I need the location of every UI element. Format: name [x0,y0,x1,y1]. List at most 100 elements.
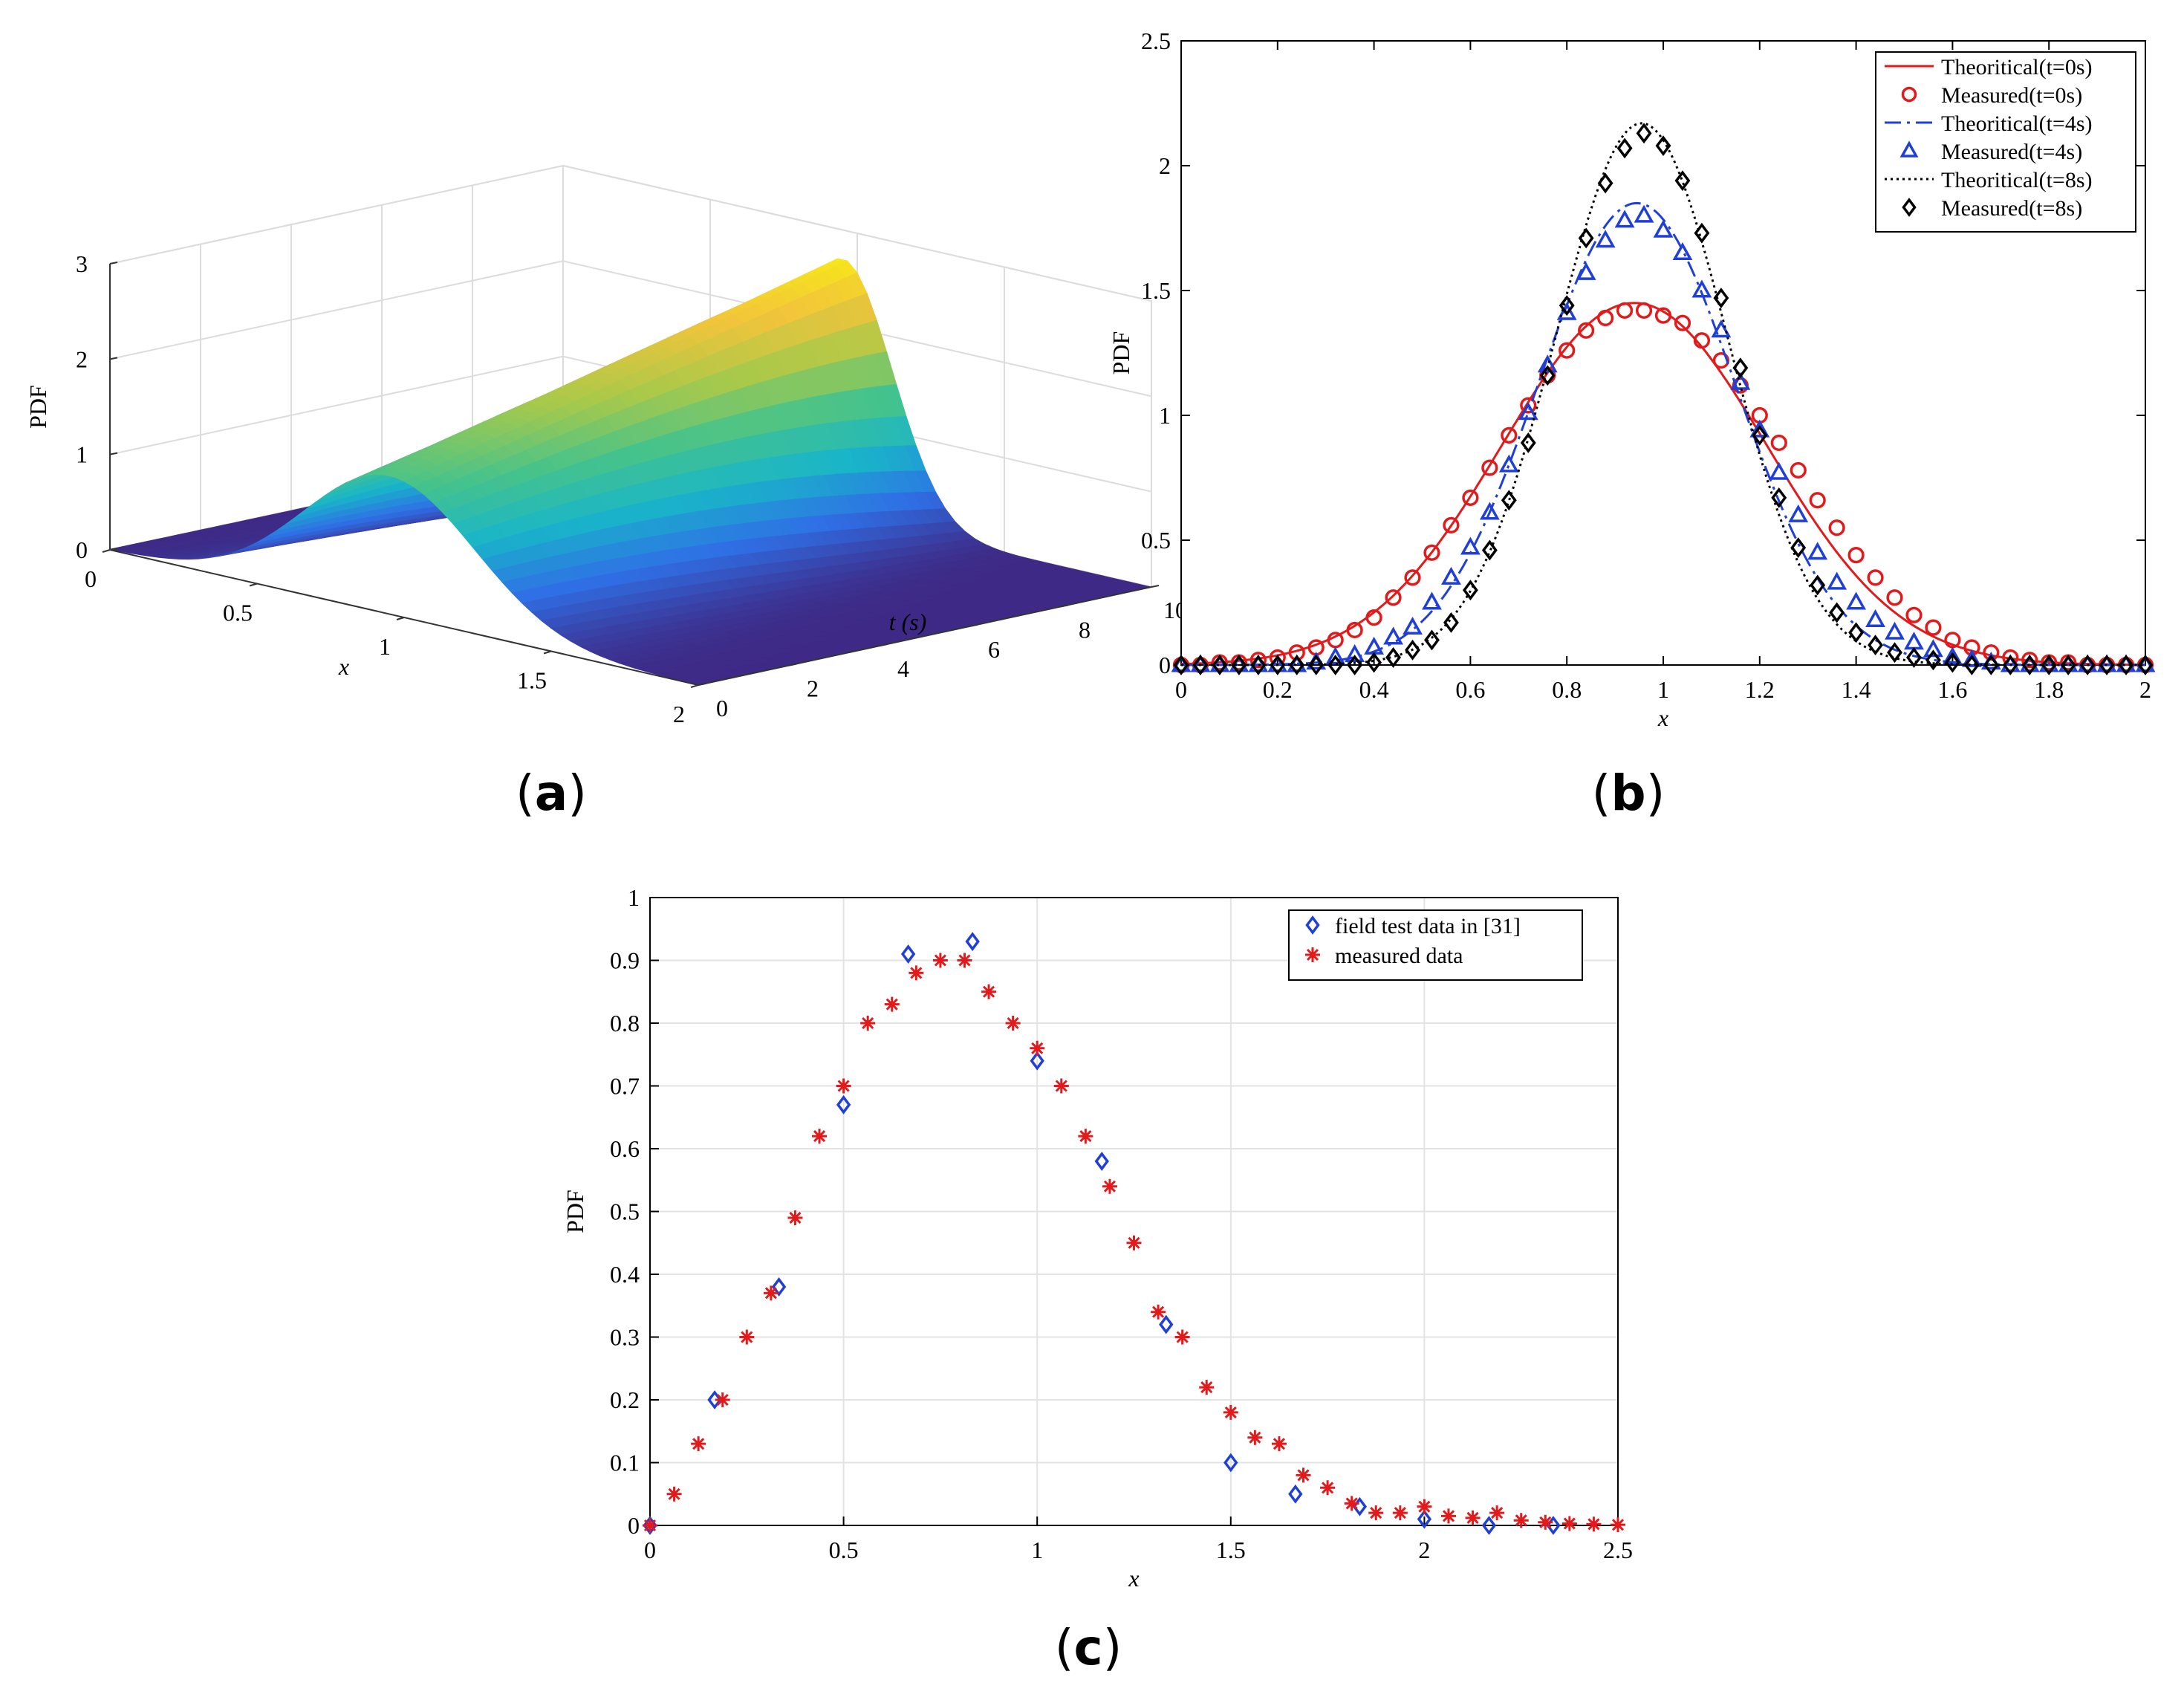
y-tick-label: 1.5 [1141,277,1171,304]
x-tick-label: 1 [1657,676,1669,703]
data-point-triangle [1885,621,1905,640]
data-point-asterisk [1126,1235,1142,1251]
x-tick-label: 2 [2139,676,2151,703]
x-tick-label: 1 [379,633,391,660]
data-point-triangle [1518,402,1538,421]
x-tick-label: 0.8 [1552,676,1582,703]
x-tick-label: 0.5 [829,1537,859,1563]
data-point-diamond [1417,1509,1432,1529]
data-point-diamond [1578,227,1594,249]
x-tick-mark [102,549,111,553]
data-point-asterisk [1247,1430,1263,1445]
data-point-triangle [1691,279,1712,298]
data-point-diamond [1810,574,1826,596]
data-point-diamond [1223,1453,1238,1473]
t-axis-line [698,586,1152,686]
data-point-asterisk [1440,1508,1456,1524]
data-point-diamond [1559,295,1575,317]
data-point-asterisk [884,996,900,1012]
data-point-asterisk [981,984,997,999]
x-tick-label: 1.6 [1937,676,1967,703]
data-point-diamond [1094,1151,1109,1171]
x-tick-label: 0 [85,565,97,592]
y-tick-label: 0.1 [610,1450,640,1476]
y-tick-label: 0.5 [1141,527,1171,554]
data-point-diamond [1868,635,1883,656]
t-tick-mark [698,683,706,686]
x-tick-label: 1.8 [2034,676,2064,703]
data-point-triangle [1614,210,1635,228]
data-point-diamond [1944,652,1960,673]
data-point-asterisk [1102,1178,1117,1194]
data-point-diamond [1829,602,1845,623]
data-point-circle [1578,322,1595,339]
data-point-diamond [1655,135,1671,157]
x-tick-label: 1.5 [517,667,547,694]
data-point-asterisk [1053,1078,1069,1094]
x-tick-label: 1.5 [1216,1537,1246,1563]
legend-entry: measured data [1335,944,1463,968]
data-point-asterisk [1489,1505,1505,1521]
x-axis-label: x [1657,704,1668,731]
x-tick-label: 1.4 [1842,676,1871,703]
data-point-diamond [836,1094,851,1115]
data-point-diamond [1771,487,1787,508]
data-point-triangle [1749,419,1770,438]
data-point-diamond [1192,655,1209,675]
data-point-diamond [1520,432,1536,453]
data-point-circle [1443,516,1460,533]
data-point-diamond [2041,655,2057,675]
data-point-triangle [1923,639,1943,658]
data-point-triangle [1846,591,1867,610]
data-point-circle [1925,619,1942,636]
t-tick-mark [969,623,978,627]
x-axis-label: x [1128,1565,1139,1592]
y-tick-label: 0.6 [610,1135,640,1162]
data-point-circle [1404,569,1421,586]
data-point-triangle [1827,571,1847,590]
y-tick-label: 0.8 [610,1010,640,1037]
data-point-diamond [1732,357,1749,379]
data-point-diamond [1501,490,1517,511]
data-point-diamond [1752,424,1768,446]
data-point-triangle [1711,319,1732,338]
data-point-triangle [1479,502,1500,520]
data-point-diamond [1231,655,1247,675]
legend-entry: field test data in [31] [1335,914,1521,938]
data-point-triangle [1595,230,1616,248]
y-axis-label: PDF [1108,331,1134,375]
data-point-triangle [1325,646,1346,665]
data-point-asterisk [1538,1514,1553,1530]
data-point-asterisk [1223,1404,1238,1420]
data-point-asterisk [1030,1040,1045,1056]
data-point-triangle [1769,461,1790,480]
data-point-circle [1385,589,1402,606]
data-point-triangle [1653,219,1674,238]
y-tick-label: 0.5 [610,1198,640,1225]
y-tick-label: 0.9 [610,947,640,974]
data-point-triangle [1345,643,1365,663]
data-point-diamond [1424,629,1440,651]
data-point-diamond [1848,622,1865,643]
y-tick-label: 1 [628,884,640,911]
x-tick-label: 0.6 [1455,676,1485,703]
data-point-asterisk [1005,1016,1021,1031]
data-point-circle [1828,519,1845,536]
data-point-diamond [2002,655,2018,675]
data-point-diamond [965,932,980,952]
data-point-circle [1847,547,1865,564]
data-point-asterisk [787,1210,803,1225]
data-point-circle [1346,621,1363,639]
data-point-diamond [1327,655,1344,675]
data-point-diamond [771,1277,787,1297]
x-tick-label: 2 [1418,1537,1430,1563]
data-point-diamond [1212,655,1228,675]
data-point-circle [1790,461,1807,479]
data-point-asterisk [1465,1510,1481,1525]
x-tick-label: 1 [1031,1537,1043,1563]
x-tick-label: 0 [1175,676,1187,703]
y-tick-label: 1 [1159,402,1171,429]
legend-entry: Measured(t=0s) [1941,83,2082,108]
data-point-circle [1635,302,1653,319]
